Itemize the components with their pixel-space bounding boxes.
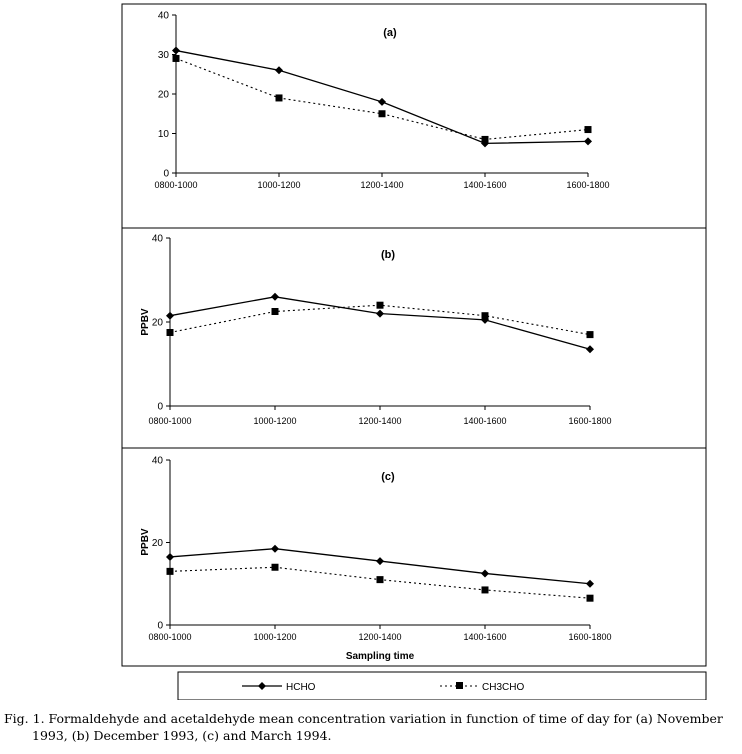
data-point-ch3cho (481, 135, 489, 143)
panel-a: 0 10 20 30 40 0800-1000 1000-1200 1200-1400 1400… (121, 3, 707, 229)
x-tick-label: 0800-1000 (154, 180, 197, 190)
data-point-ch3cho (376, 301, 384, 309)
data-point-hcho (584, 137, 592, 146)
data-point-hcho (275, 66, 283, 75)
data-point-ch3cho (481, 586, 489, 594)
panel-frame (121, 447, 707, 667)
data-point-ch3cho (586, 594, 594, 602)
figure-caption: Fig. 1. Formaldehyde and acetaldehyde me… (4, 710, 738, 744)
y-tick-label: 20 (152, 318, 164, 329)
y-tick-label: 10 (158, 129, 170, 140)
data-point-ch3cho (271, 563, 279, 571)
caption-line-1: Fig. 1. Formaldehyde and acetaldehyde me… (4, 711, 723, 726)
legend-hcho-label: HCHO (286, 682, 316, 693)
panel-title: (c) (381, 471, 395, 483)
panel-title: (b) (381, 249, 395, 261)
x-tick-label: 1400-1600 (463, 180, 506, 190)
x-tick-label: 1000-1200 (253, 416, 296, 426)
x-tick-label: 0800-1000 (148, 632, 191, 642)
data-point-ch3cho (584, 126, 592, 134)
panel-b: 0 20 40 0800-1000 1000-1200 1200-1400 1400-160… (121, 227, 707, 449)
data-point-hcho (166, 311, 174, 320)
data-point-hcho (172, 46, 180, 55)
data-point-ch3cho (586, 331, 594, 339)
data-point-hcho (376, 309, 384, 318)
data-point-hcho (586, 579, 594, 588)
data-point-ch3cho (271, 308, 279, 315)
data-point-ch3cho (166, 329, 174, 336)
x-tick-label: 1600-1800 (568, 632, 611, 642)
legend-ch3cho-label: CH3CHO (482, 682, 524, 693)
legend-ch3cho-marker (456, 682, 463, 689)
panel-c: 0 20 40 0800-1000 1000-1200 1200-1400 1400-160… (121, 447, 707, 667)
legend-box (177, 671, 707, 700)
x-tick-label: 1400-1600 (463, 416, 506, 426)
legend: HCHO CH3CHO (177, 671, 707, 700)
x-tick-label: 1400-1600 (463, 632, 506, 642)
data-point-hcho (166, 552, 174, 561)
x-tick-label: 1200-1400 (358, 416, 401, 426)
data-point-hcho (271, 292, 279, 301)
data-point-ch3cho (275, 94, 283, 102)
x-tick-label: 1200-1400 (360, 180, 403, 190)
y-tick-label: 40 (152, 456, 164, 467)
y-tick-label: 30 (158, 50, 170, 61)
y-tick-label: 40 (152, 234, 164, 245)
y-axis-label: PPBV (140, 308, 151, 336)
data-point-hcho (378, 97, 386, 106)
y-tick-label: 40 (158, 11, 170, 22)
y-tick-label: 0 (157, 402, 163, 413)
data-point-ch3cho (376, 576, 384, 584)
panel-frame (121, 227, 707, 449)
panel-title: (a) (383, 27, 397, 39)
y-axis-label: PPBV (140, 528, 151, 556)
data-point-hcho (481, 569, 489, 578)
series-line-ch3cho (175, 57, 589, 140)
data-point-hcho (376, 557, 384, 566)
series-line-ch3cho (169, 304, 591, 336)
y-tick-label: 20 (152, 538, 164, 549)
legend-hcho-marker (258, 682, 266, 690)
data-point-ch3cho (481, 312, 489, 320)
figure: 0 10 20 30 40 0800-1000 1000-1200 1200-1400 1400… (121, 3, 707, 700)
y-tick-label: 0 (157, 621, 163, 632)
y-tick-label: 0 (163, 169, 169, 180)
panel-frame (121, 3, 707, 229)
series-line-hcho (175, 49, 589, 145)
x-tick-label: 1000-1200 (253, 632, 296, 642)
x-tick-label: 0800-1000 (148, 416, 191, 426)
data-point-hcho (271, 544, 279, 553)
x-tick-label: 1600-1800 (566, 180, 609, 190)
caption-line-2: 1993, (b) December 1993, (c) and March 1… (32, 728, 332, 743)
x-tick-label: 1200-1400 (358, 632, 401, 642)
y-tick-label: 20 (158, 90, 170, 101)
x-tick-label: 1600-1800 (568, 416, 611, 426)
data-point-ch3cho (166, 567, 174, 575)
x-axis-label: Sampling time (346, 651, 415, 662)
x-tick-label: 1000-1200 (257, 180, 300, 190)
data-point-hcho (586, 345, 594, 354)
data-point-ch3cho (172, 54, 180, 62)
data-point-ch3cho (378, 110, 386, 118)
